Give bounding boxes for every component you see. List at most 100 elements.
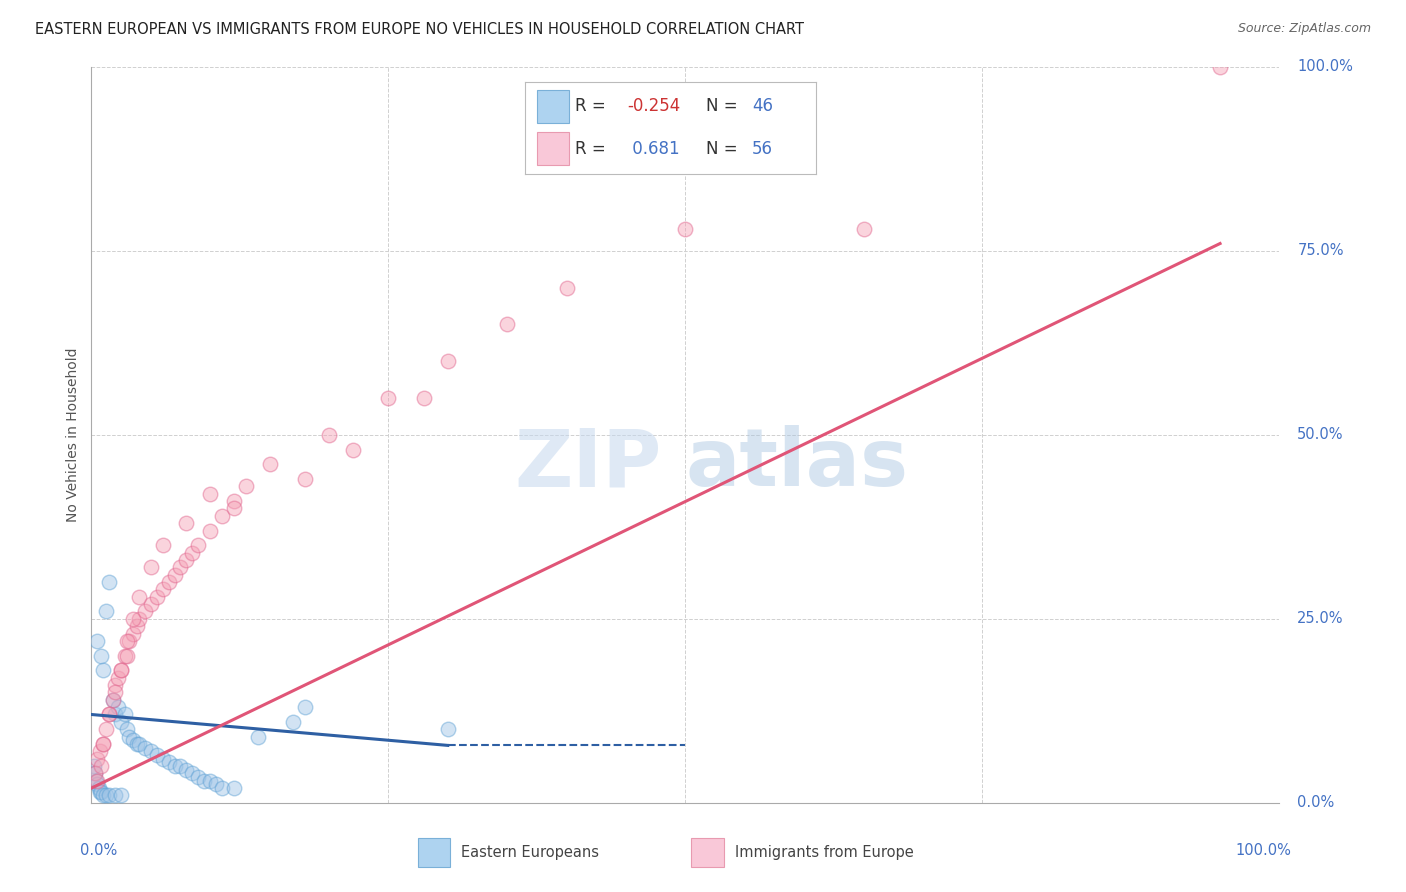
Point [115,633,138,648]
Point [413,391,436,405]
Point [145,590,167,604]
Point [98,707,121,722]
Point [152,582,174,597]
Point [139,560,162,574]
Point [87,781,110,796]
Text: 75.0%: 75.0% [1298,244,1344,259]
Point [259,457,281,471]
Point [104,707,127,722]
Point [157,574,180,589]
Point [84,766,107,780]
Point [211,508,233,523]
Point [134,605,156,619]
Point [283,714,305,729]
Point [89,785,111,799]
Text: 100.0%: 100.0% [1236,843,1291,858]
Point [169,759,191,773]
Point [176,516,198,530]
Text: ZIP: ZIP [515,425,662,503]
Point [86,777,108,791]
Point [110,789,132,803]
Point [377,391,399,405]
Point [125,737,148,751]
Point [673,222,696,236]
Point [98,789,121,803]
Point [86,633,108,648]
Point [852,222,875,236]
Point [163,567,186,582]
Point [94,605,117,619]
Point [89,744,111,758]
Point [157,756,180,770]
Point [152,538,174,552]
Point [169,560,191,574]
Point [94,789,117,803]
Point [90,759,112,773]
Point [91,664,114,678]
Point [84,766,107,780]
Point [128,737,150,751]
Point [152,751,174,765]
Point [193,773,215,788]
Text: EASTERN EUROPEAN VS IMMIGRANTS FROM EUROPE NO VEHICLES IN HOUSEHOLD CORRELATION : EASTERN EUROPEAN VS IMMIGRANTS FROM EURO… [35,22,804,37]
Point [181,766,204,780]
Point [91,737,114,751]
Point [176,553,198,567]
Point [200,487,222,501]
Point [118,730,141,744]
Point [110,664,132,678]
Point [145,747,167,762]
Point [235,479,257,493]
Point [222,494,245,508]
Point [98,707,121,722]
Point [496,318,519,332]
Point [98,574,121,589]
Point [200,524,222,538]
Point [110,664,132,678]
Point [94,723,117,737]
Text: 25.0%: 25.0% [1298,611,1344,626]
Point [86,751,108,765]
Point [84,773,107,788]
Point [86,773,108,788]
Text: atlas: atlas [685,425,908,503]
Point [118,633,141,648]
Point [187,770,209,784]
Point [342,442,364,457]
Point [246,730,269,744]
Point [139,744,162,758]
Point [205,777,228,791]
Text: Source: ZipAtlas.com: Source: ZipAtlas.com [1237,22,1371,36]
Point [176,763,198,777]
Point [222,781,245,796]
Point [128,612,150,626]
Point [115,723,138,737]
Point [163,759,186,773]
Point [134,740,156,755]
Point [1209,60,1232,74]
Point [122,733,145,747]
Point [104,789,127,803]
Point [104,678,127,692]
Point [107,671,129,685]
Point [125,619,148,633]
Point [104,685,127,699]
Point [90,648,112,663]
Text: 50.0%: 50.0% [1298,427,1344,442]
Point [122,612,145,626]
Point [101,692,124,706]
Point [222,501,245,516]
Point [90,785,112,799]
Y-axis label: No Vehicles in Household: No Vehicles in Household [66,348,80,522]
Text: 100.0%: 100.0% [1298,60,1353,74]
Point [91,789,114,803]
Text: 0.0%: 0.0% [80,843,117,858]
Point [107,700,129,714]
Text: 0.0%: 0.0% [1298,796,1334,810]
Point [436,354,458,368]
Point [122,626,145,640]
Point [211,781,233,796]
Point [294,700,316,714]
Point [436,723,458,737]
Point [139,597,162,611]
